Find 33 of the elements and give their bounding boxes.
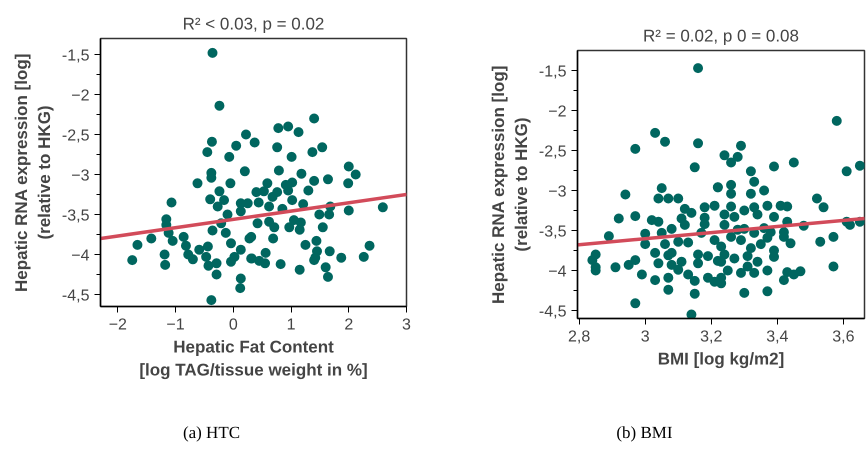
y-tick-label: −3: [548, 184, 567, 200]
chart-title: R² < 0.03, p = 0.02: [182, 14, 324, 34]
x-tick-label: 3: [402, 316, 412, 334]
x-tick-label: −2: [108, 316, 128, 334]
y-tick-label: -4,5: [538, 304, 567, 320]
x-tick-label: 3,6: [832, 328, 855, 346]
x-tick-label: 2: [344, 316, 354, 334]
y-axis-title: Hepatic RNA expression [log] (relative to HKG): [12, 54, 54, 292]
x-tick-label: 0: [228, 316, 238, 334]
y-tick-label: -3,5: [538, 224, 567, 240]
y-tick-label: −3: [71, 168, 90, 184]
y-tick-label: -2,5: [538, 144, 567, 160]
y-tick-label: -2,5: [62, 128, 90, 144]
y-tick-label: -1,5: [62, 48, 90, 64]
y-tick-label: −2: [71, 88, 90, 104]
x-tick-label: 3: [640, 328, 650, 346]
x-axis-title: Hepatic Fat Content [log TAG/tissue weight in %]: [139, 338, 368, 380]
x-axis-title: BMI [log kg/m2]: [658, 350, 784, 368]
x-tick-label: 1: [286, 316, 296, 334]
text: (a) HTC: [182, 422, 240, 444]
y-tick-label: −4: [548, 264, 567, 280]
x-tick-label: 3,4: [766, 328, 789, 346]
x-tick-label: −1: [166, 316, 185, 334]
y-axis-title: Hepatic RNA expression [log] (relative to HKG): [489, 66, 531, 304]
y-tick-label: -4,5: [62, 288, 90, 304]
text: (b) BMI: [616, 422, 673, 444]
x-tick-label: 3,2: [700, 328, 722, 346]
x-tick-label: 2,8: [568, 328, 590, 346]
y-tick-label: −4: [71, 248, 90, 264]
y-tick-label: −2: [548, 104, 567, 120]
chart-title: R² = 0.02, p 0 = 0.08: [643, 26, 799, 46]
y-tick-label: -3,5: [62, 208, 90, 224]
y-tick-label: -1,5: [538, 64, 567, 80]
